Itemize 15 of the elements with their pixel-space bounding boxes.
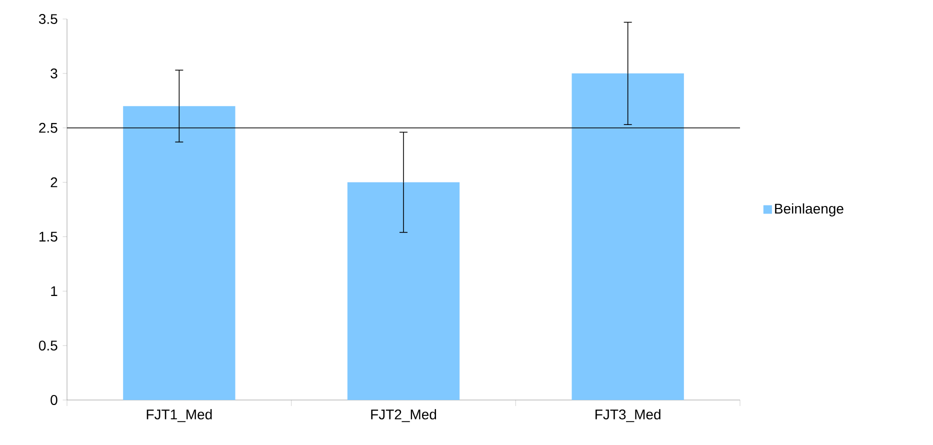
y-tick-label: 2.5 (39, 122, 58, 133)
bar (123, 106, 236, 400)
x-tick-label: FJT2_Med (371, 409, 436, 422)
y-tick-label: 1.5 (39, 232, 58, 242)
legend-label: Beinlaenge (775, 203, 844, 216)
y-tick-label: 1 (51, 286, 58, 296)
x-tick-label: FJT3_Med (596, 409, 660, 422)
y-tick-label: 3.5 (38, 14, 58, 24)
y-tick-label: 0.5 (38, 340, 58, 351)
x-tick-label: FJT1_Med (146, 409, 212, 422)
y-tick-label: 0 (50, 395, 58, 405)
y-tick-label: 2 (50, 177, 58, 188)
bar (572, 73, 684, 400)
y-tick-label: 3 (50, 68, 58, 78)
bar (347, 182, 460, 400)
